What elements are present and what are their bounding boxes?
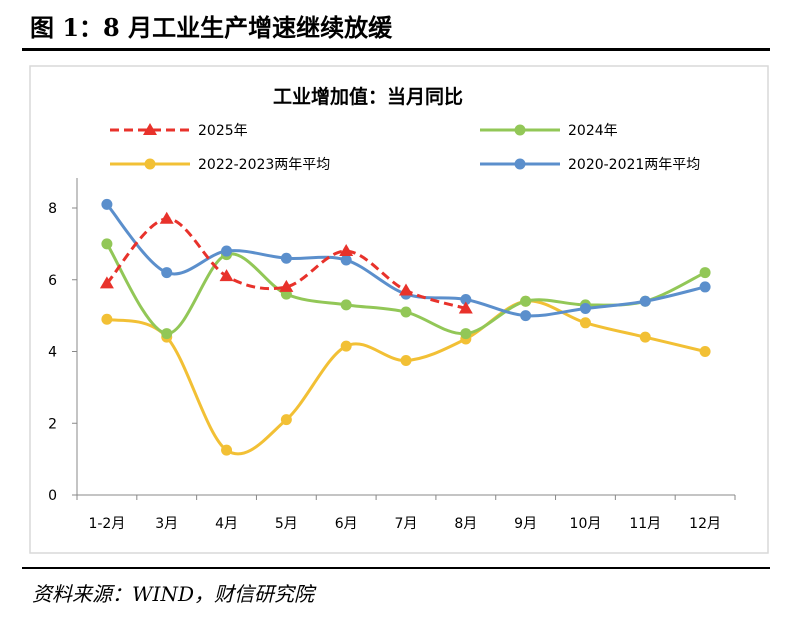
data-point-0 — [279, 279, 294, 292]
data-point-2 — [340, 340, 352, 352]
legend-label: 2025年 — [198, 123, 248, 139]
data-point-0 — [339, 244, 354, 257]
chart-frame — [29, 65, 769, 554]
series-line-3 — [105, 203, 706, 318]
data-point-3 — [460, 293, 472, 305]
x-tick-label: 5月 — [275, 516, 298, 532]
data-point-2 — [101, 313, 113, 325]
y-tick-label: 2 — [48, 416, 57, 432]
x-tick-label: 6月 — [335, 516, 358, 532]
data-point-1 — [101, 238, 113, 250]
figure-title: 图 1：8 月工业生产增速继续放缓 — [30, 13, 393, 42]
source-note: 资料来源：WIND，财信研究院 — [32, 582, 314, 606]
legend-label: 2020-2021两年平均 — [568, 157, 700, 173]
data-point-2 — [400, 354, 412, 366]
series-line-2 — [106, 299, 706, 456]
x-tick-label: 7月 — [395, 516, 418, 532]
data-point-2 — [699, 346, 711, 357]
y-tick-label: 8 — [48, 201, 57, 217]
legend-marker — [144, 158, 156, 170]
data-point-1 — [400, 306, 412, 318]
data-point-1 — [340, 299, 352, 311]
x-tick-label: 1-2月 — [88, 516, 125, 532]
data-point-3 — [161, 267, 173, 279]
data-point-3 — [280, 252, 292, 264]
data-point-1 — [161, 328, 173, 340]
x-tick-label: 12月 — [689, 516, 721, 532]
data-point-2 — [579, 317, 591, 329]
data-point-1 — [520, 295, 532, 307]
data-point-2 — [221, 444, 233, 456]
series-line-1 — [105, 243, 706, 336]
data-point-1 — [699, 267, 711, 279]
top-rule — [22, 48, 770, 51]
x-tick-label: 3月 — [155, 516, 178, 532]
data-point-2 — [280, 414, 292, 426]
data-point-0 — [219, 269, 234, 282]
data-point-3 — [221, 245, 233, 257]
data-point-2 — [639, 331, 651, 343]
x-tick-label: 8月 — [454, 516, 477, 532]
legend-marker — [514, 158, 526, 170]
data-point-0 — [458, 301, 473, 314]
data-point-3 — [579, 302, 591, 314]
data-point-0 — [399, 283, 413, 296]
data-point-3 — [699, 281, 711, 293]
y-tick-label: 6 — [48, 273, 57, 289]
data-point-3 — [639, 295, 651, 307]
legend-label: 2022-2023两年平均 — [198, 157, 330, 173]
bottom-rule — [22, 567, 770, 569]
data-point-0 — [99, 276, 114, 289]
data-point-3 — [101, 198, 113, 210]
chart-title: 工业增加值：当月同比 — [273, 85, 463, 108]
x-tick-label: 4月 — [215, 516, 238, 532]
y-tick-label: 0 — [48, 488, 57, 504]
data-point-0 — [159, 211, 174, 224]
data-point-3 — [520, 310, 532, 322]
legend-label: 2024年 — [568, 123, 618, 139]
x-tick-label: 9月 — [514, 516, 537, 532]
data-point-1 — [460, 328, 472, 340]
data-point-3 — [340, 254, 352, 266]
legend-marker — [143, 123, 157, 135]
legend-marker — [514, 124, 526, 136]
x-tick-label: 10月 — [570, 516, 602, 532]
x-tick-label: 11月 — [629, 516, 661, 532]
y-tick-label: 4 — [48, 345, 57, 361]
